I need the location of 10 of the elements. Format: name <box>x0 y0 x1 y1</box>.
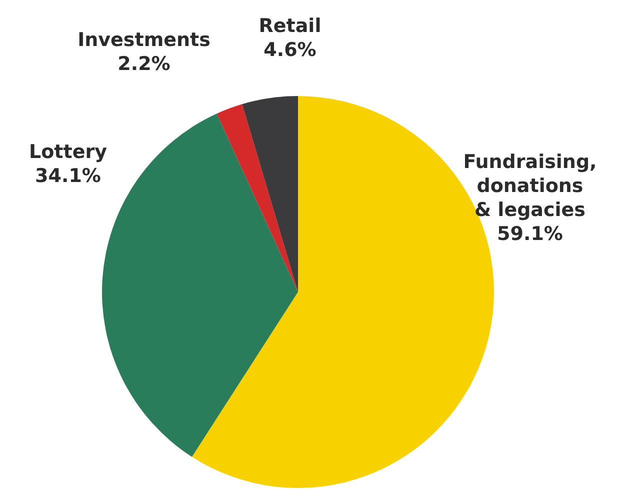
slice-label: Retail <box>258 15 322 37</box>
data-label: 4.6% <box>264 39 316 61</box>
data-label: 34.1% <box>35 165 101 187</box>
pie-slice <box>216 104 298 292</box>
slice-label: Lottery <box>29 141 108 163</box>
data-label: 59.1% <box>497 223 563 245</box>
slice-label: Fundraising, donations & legacies <box>463 151 597 221</box>
pie-slice <box>242 96 298 292</box>
slice-label: Investments <box>78 29 210 51</box>
data-label: 2.2% <box>118 53 170 75</box>
